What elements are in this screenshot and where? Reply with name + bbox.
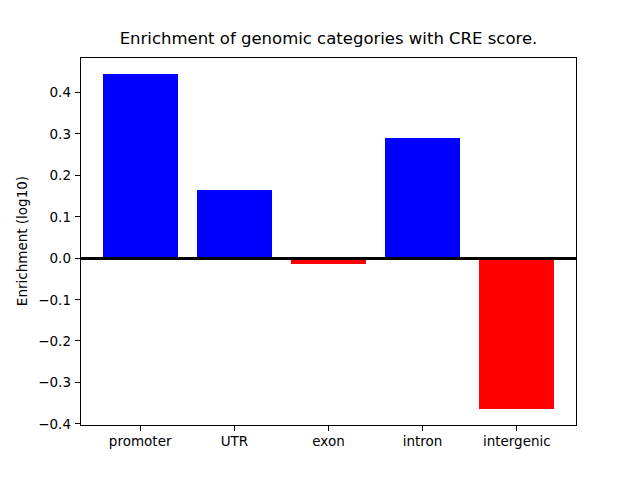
x-tick-label: intergenic — [447, 434, 587, 449]
y-axis-label: Enrichment (log10) — [15, 176, 30, 306]
y-tick-mark — [75, 258, 80, 259]
x-tick-mark — [328, 426, 329, 431]
y-tick-mark — [75, 299, 80, 300]
y-tick-label: −0.4 — [38, 416, 71, 432]
y-tick-label: −0.3 — [38, 374, 71, 390]
y-tick-mark — [75, 340, 80, 341]
y-tick-label: 0.1 — [50, 209, 71, 225]
y-tick-label: −0.2 — [38, 333, 71, 349]
bar-UTR — [197, 190, 272, 258]
chart-title: Enrichment of genomic categories with CR… — [80, 29, 577, 49]
y-tick-label: −0.1 — [38, 292, 71, 308]
y-tick-mark — [75, 216, 80, 217]
zero-line — [80, 257, 577, 260]
y-tick-label: 0.4 — [50, 84, 71, 100]
figure: Enrichment of genomic categories with CR… — [0, 0, 640, 480]
x-tick-mark — [234, 426, 235, 431]
y-tick-mark — [75, 423, 80, 424]
y-tick-label: 0.3 — [50, 126, 71, 142]
y-tick-mark — [75, 382, 80, 383]
x-tick-mark — [140, 426, 141, 431]
bar-intergenic — [479, 258, 554, 409]
y-tick-label: 0.0 — [50, 250, 71, 266]
bar-intron — [385, 138, 460, 258]
bar-promoter — [103, 74, 178, 258]
y-tick-label: 0.2 — [50, 167, 71, 183]
y-tick-mark — [75, 133, 80, 134]
x-tick-mark — [422, 426, 423, 431]
y-tick-mark — [75, 92, 80, 93]
x-tick-mark — [516, 426, 517, 431]
y-tick-mark — [75, 175, 80, 176]
